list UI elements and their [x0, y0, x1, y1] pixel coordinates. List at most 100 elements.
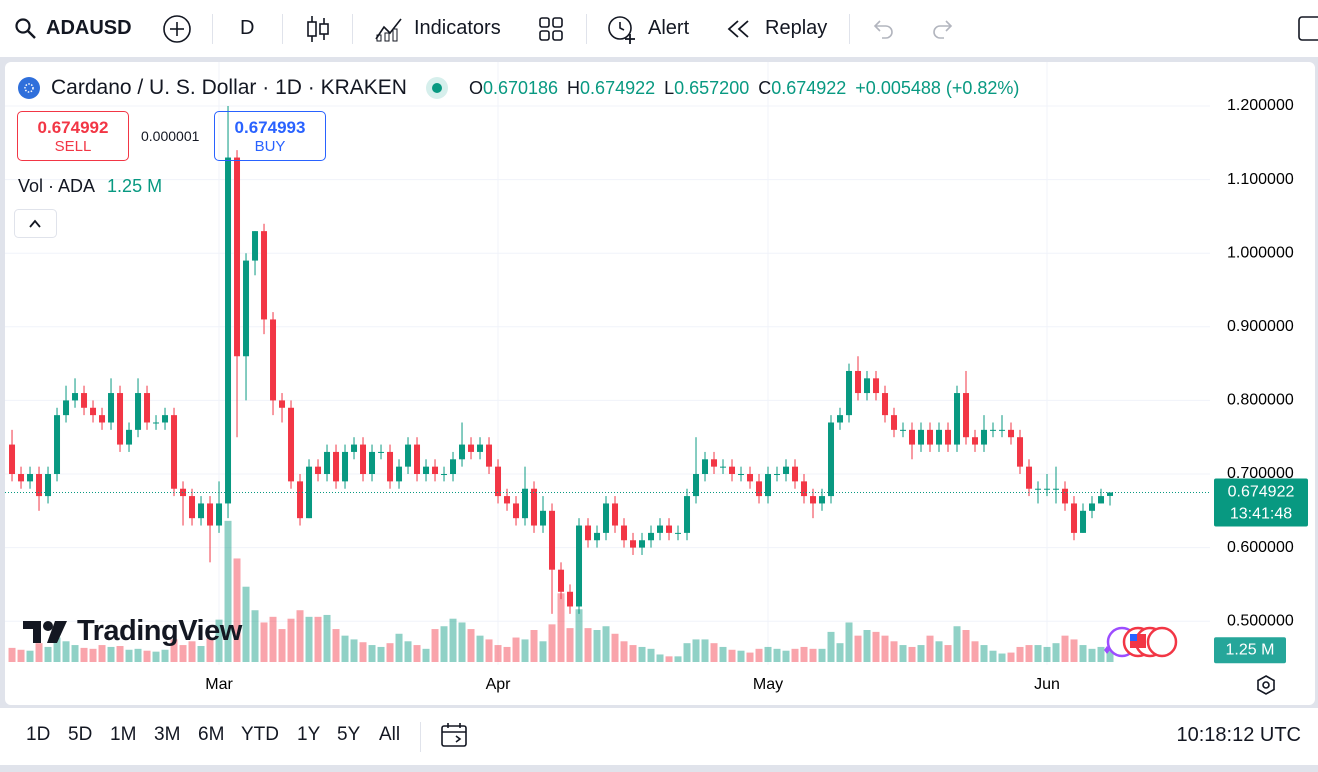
volume-bar [368, 645, 376, 662]
symbol: ADAUSD [46, 17, 132, 39]
volume-bar [215, 619, 223, 662]
symbol-search[interactable]: ADAUSD [14, 0, 132, 57]
volume-bar [287, 618, 295, 662]
volume-bar [476, 635, 484, 662]
candle-body [477, 444, 484, 452]
layouts[interactable] [538, 16, 564, 42]
ohlc: O0.670186 H0.674922 L0.657200 C0.674922 [469, 78, 846, 99]
volume-bar [1088, 648, 1096, 662]
candle-body [324, 451, 331, 475]
buy-button[interactable]: 0.674993 BUY [214, 111, 326, 161]
candle-body [396, 466, 403, 482]
candle-body [1044, 488, 1051, 490]
candle-body [225, 157, 232, 504]
candle-body [549, 510, 556, 570]
candle-body [702, 459, 709, 475]
undo-redo[interactable] [870, 18, 960, 40]
volume-bar [494, 645, 502, 662]
candle-body [963, 393, 970, 438]
volume-bar [71, 645, 79, 662]
indicators-label: Indicators [414, 17, 501, 39]
candle-body [279, 400, 286, 408]
volume-bar [917, 645, 925, 662]
candle-body [117, 393, 124, 445]
candle-body [171, 415, 178, 489]
volume-bar [62, 641, 70, 662]
volume-bar [404, 641, 412, 662]
candle-body [180, 488, 187, 497]
candle-body [1026, 466, 1033, 489]
separator [282, 14, 283, 44]
change: +0.005488 (+0.82%) [855, 77, 1020, 98]
volume-bar [530, 630, 538, 662]
x-tick-label: May [753, 676, 783, 693]
candle-body [207, 503, 214, 526]
volume-bar [35, 643, 43, 662]
candle-body [567, 591, 574, 607]
replay-button[interactable]: Replay [726, 0, 827, 57]
chart: 0.500000 0.600000 0.700000 0.800000 0.900000… [5, 62, 1308, 693]
volume-bar [395, 633, 403, 662]
volume-bar [701, 639, 709, 662]
volume-bar [278, 629, 286, 662]
range-button[interactable]: 3M [154, 724, 181, 745]
volume-bar [890, 641, 898, 662]
candle-body [1008, 429, 1015, 438]
volume-bar [1061, 635, 1069, 662]
range-button[interactable]: YTD [241, 724, 279, 745]
volume-bar [629, 645, 637, 662]
add-symbol[interactable] [162, 14, 192, 44]
volume-bar [863, 630, 871, 662]
candle-body [648, 532, 655, 541]
candle-body [558, 569, 565, 592]
y-tick-label: 0.800000 [1227, 392, 1294, 409]
candle-body [1089, 503, 1096, 511]
range-button[interactable]: 1D [26, 724, 51, 745]
range-button[interactable]: 1Y [297, 724, 321, 745]
candle-body [342, 451, 349, 482]
x-tick-label: Mar [205, 676, 233, 693]
candle-body [486, 444, 493, 467]
candle-body [252, 231, 259, 261]
volume-bar [224, 520, 232, 662]
volume-bar [1016, 646, 1024, 662]
volume-bar [539, 641, 547, 662]
date-range[interactable] [440, 721, 470, 751]
chart-type[interactable] [305, 14, 331, 44]
candle-body [999, 429, 1006, 431]
fullscreen[interactable] [1298, 16, 1318, 42]
separator [352, 14, 353, 44]
indicators-button[interactable]: Indicators [374, 0, 501, 57]
volume-bar [683, 643, 691, 662]
volume-bar [728, 649, 736, 662]
volume-bar [926, 635, 934, 662]
range-button[interactable]: All [379, 724, 401, 745]
candle-body [378, 451, 385, 453]
interval[interactable]: D [240, 17, 255, 39]
collapse-button[interactable] [14, 209, 58, 239]
sell-button[interactable]: 0.674992 SELL [17, 111, 129, 161]
x-tick-label: Jun [1034, 676, 1060, 693]
candle-body [747, 474, 754, 482]
volume-bar [17, 649, 25, 662]
range-button[interactable]: 5Y [337, 724, 361, 745]
replay-icon [727, 19, 749, 38]
price-countdown: 13:41:48 [1230, 506, 1292, 523]
candle-body [1107, 492, 1114, 496]
range-button[interactable]: 6M [198, 724, 225, 745]
candle-body [504, 496, 511, 504]
range-button[interactable]: 5D [68, 724, 93, 745]
volume-bar [836, 643, 844, 662]
volume-bar [44, 646, 52, 662]
candle-body [1053, 488, 1060, 490]
range-button[interactable]: 1M [110, 724, 137, 745]
alert-button[interactable]: Alert [605, 0, 689, 57]
y-tick-label: 1.000000 [1227, 244, 1294, 261]
volume-bar [665, 656, 673, 662]
candle-body [522, 488, 529, 519]
legend: Cardano / U. S. Dollar · 1D · KRAKEN O0.… [17, 76, 1019, 100]
volume-bar [548, 624, 556, 662]
volume-bar [746, 652, 754, 662]
volume-bar [854, 635, 862, 662]
settings[interactable] [1255, 674, 1277, 696]
